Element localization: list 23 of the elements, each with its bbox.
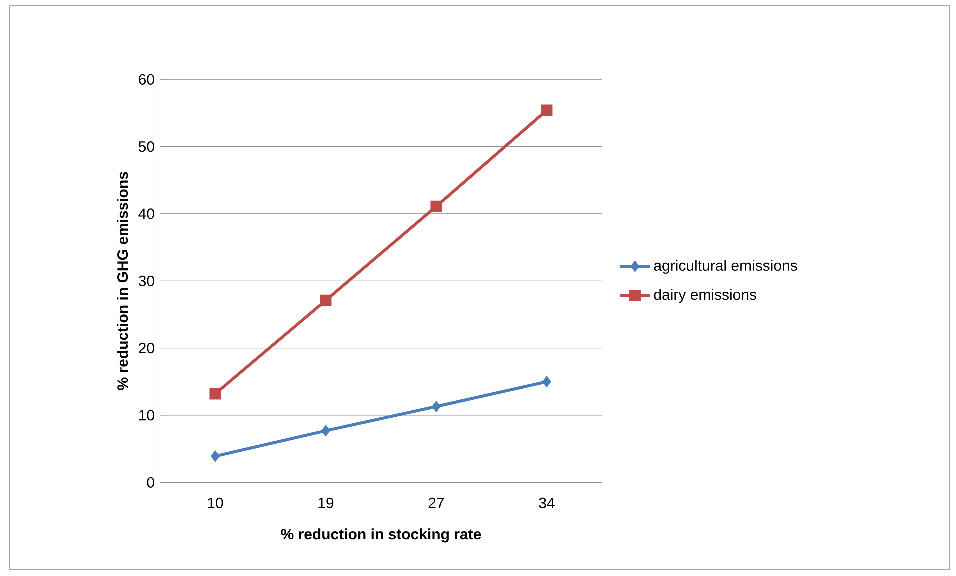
point — [432, 400, 441, 412]
x-tick-label: 34 — [539, 498, 555, 508]
x-axis-title: % reduction in stocking rate — [281, 528, 482, 543]
y-tick-label: 30 — [138, 276, 154, 286]
legend-label: agricultural emissions — [654, 260, 798, 274]
point — [320, 294, 332, 306]
point — [210, 388, 222, 400]
y-tick-label: 20 — [139, 342, 154, 354]
y-axis-title: % reduction in GHG emissions — [117, 172, 128, 390]
legend-label: dairy emissions — [654, 289, 756, 304]
point — [430, 200, 442, 212]
y-tick-label: 50 — [138, 141, 154, 152]
y-tick-label: 60 — [139, 74, 154, 85]
x-tick-label: 10 — [208, 498, 224, 508]
y-tick-label: 0 — [147, 477, 154, 488]
point — [542, 376, 552, 388]
point — [211, 450, 220, 462]
x-tick-label: 27 — [428, 498, 444, 508]
y-tick-label: 10 — [139, 410, 154, 421]
y-tick-label: 40 — [138, 208, 154, 220]
point — [322, 425, 330, 437]
point — [541, 104, 553, 116]
x-tick-label: 19 — [318, 498, 334, 508]
